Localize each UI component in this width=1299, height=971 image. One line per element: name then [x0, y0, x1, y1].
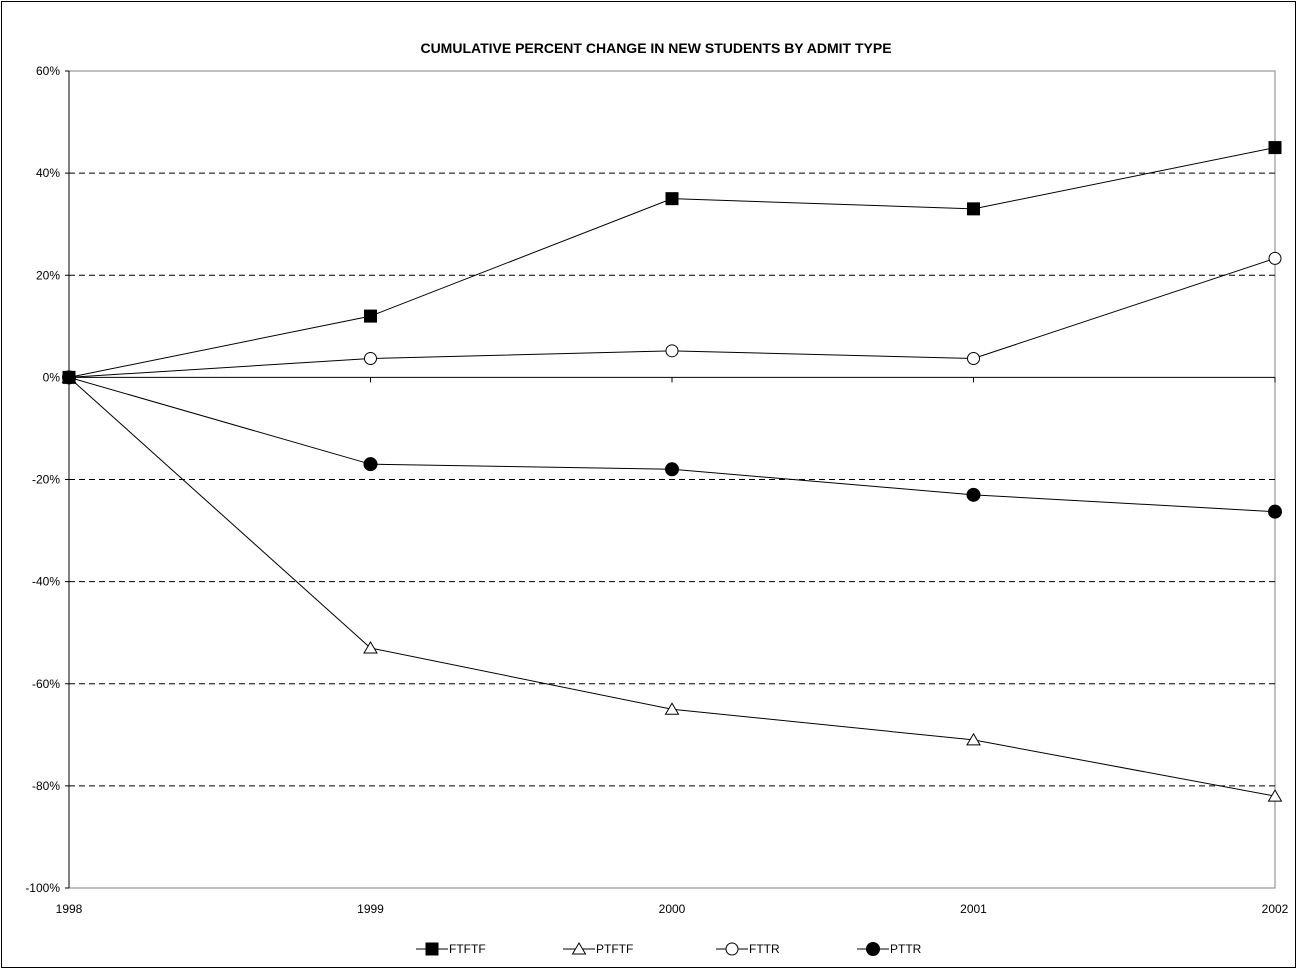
y-axis-ticks: 60% 40% 20% 0% -20% -40% -60% -80% -100% — [25, 64, 69, 895]
series-ptftf — [61, 370, 1283, 802]
legend-item-ptftf: PTFTF — [563, 942, 633, 956]
series-line-fttr — [68, 257, 1276, 378]
data-point-ftftf — [967, 202, 980, 216]
data-point-pttr — [363, 457, 378, 472]
legend-marker-pttr — [866, 942, 880, 956]
legend-marker-fttr — [725, 942, 739, 956]
series-line-ptftf — [68, 377, 1276, 797]
x-tick-label: 2000 — [659, 902, 686, 916]
data-point-ftftf — [1268, 141, 1282, 155]
y-tick-label: 40% — [36, 166, 60, 180]
data-point-fttr — [665, 344, 679, 358]
data-point-pttr — [665, 462, 679, 477]
data-point-ptftf — [363, 641, 378, 654]
legend-item-ftftf: FTFTF — [416, 942, 486, 956]
y-tick-label: -80% — [32, 779, 60, 793]
data-point-fttr — [364, 351, 377, 365]
gridlines — [69, 172, 1275, 787]
y-tick-label: 60% — [36, 64, 60, 78]
x-tick-label: 2001 — [960, 902, 987, 916]
legend: FTFTF PTFTF FTTR PTTR — [416, 942, 922, 956]
data-point-ptftf — [966, 732, 981, 746]
legend-label: FTTR — [749, 942, 780, 956]
legend-label: FTFTF — [449, 942, 486, 956]
x-tick-label: 1999 — [357, 902, 384, 916]
legend-marker-ptftf — [571, 942, 587, 955]
series-fttr — [62, 251, 1282, 384]
y-tick-label: -40% — [32, 575, 60, 589]
legend-marker-ftftf — [425, 942, 439, 956]
series-pttr — [62, 370, 1282, 519]
y-tick-label: -100% — [25, 881, 60, 895]
series-group — [61, 141, 1283, 802]
x-axis-ticks: 1998 1999 2000 2001 2002 — [56, 377, 1289, 916]
chart-title: CUMULATIVE PERCENT CHANGE IN NEW STUDENT… — [420, 40, 891, 56]
data-point-ptftf — [1267, 789, 1283, 802]
data-point-pttr — [62, 370, 76, 385]
data-point-fttr — [1268, 251, 1282, 265]
legend-item-pttr: PTTR — [857, 942, 922, 956]
data-point-pttr — [966, 487, 981, 502]
y-tick-label: 0% — [43, 370, 61, 384]
y-tick-label: -60% — [32, 677, 60, 691]
legend-item-fttr: FTTR — [716, 942, 780, 956]
y-tick-label: 20% — [36, 268, 60, 282]
data-point-fttr — [967, 351, 980, 365]
data-point-ptftf — [664, 702, 680, 715]
legend-label: PTFTF — [596, 942, 633, 956]
data-point-pttr — [1268, 504, 1282, 519]
y-tick-label: -20% — [32, 473, 60, 487]
data-point-ftftf — [364, 309, 377, 323]
data-point-ftftf — [665, 192, 679, 206]
series-line-pttr — [68, 376, 1276, 513]
series-line-ftftf — [68, 147, 1276, 378]
x-tick-label: 2002 — [1262, 902, 1289, 916]
legend-label: PTTR — [890, 942, 922, 956]
x-tick-label: 1998 — [56, 902, 83, 916]
